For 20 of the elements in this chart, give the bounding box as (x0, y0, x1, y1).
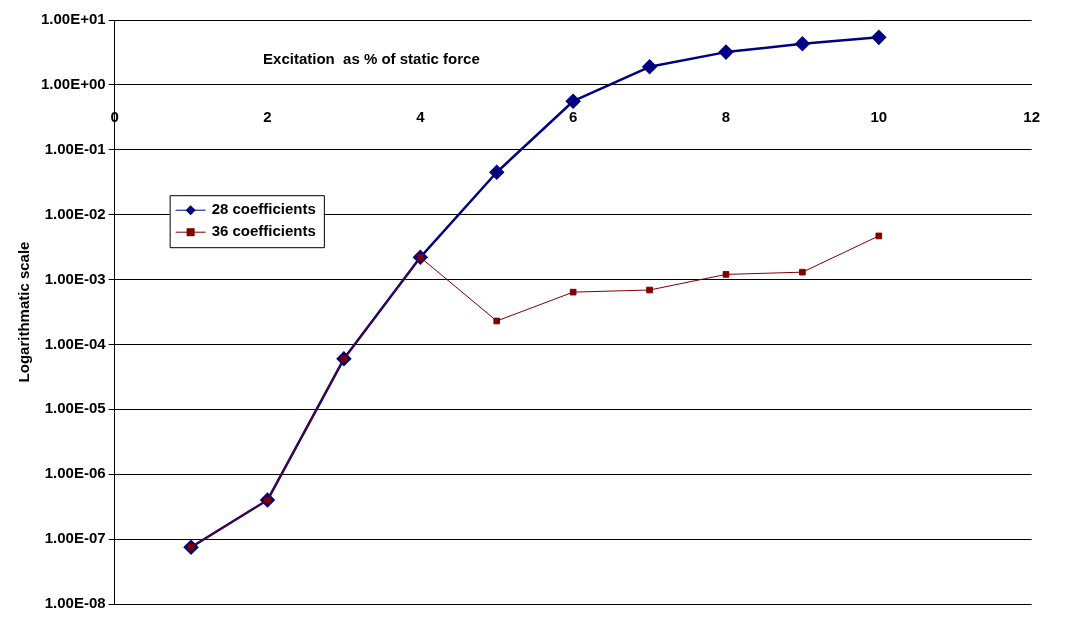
y-tick-label: 1.00E-07 (44, 529, 106, 547)
y-tick-label: 1.00E-02 (44, 204, 106, 222)
y-tick-label: 1.00E-03 (44, 269, 106, 287)
x-tick-label: 10 (870, 108, 888, 126)
y-tick-label: 1.00E+00 (40, 75, 106, 93)
x-tick-label: 6 (568, 108, 578, 126)
y-tick-label: 1.00E+01 (40, 10, 106, 28)
x-tick-label: 2 (263, 108, 272, 126)
x-tick-label: 8 (721, 108, 731, 126)
legend-label: 36 coefficients (211, 222, 316, 240)
y-tick-label: 1.00E-01 (44, 139, 106, 157)
y-tick-label: 1.00E-04 (44, 334, 107, 352)
y-tick-label: 1.00E-08 (44, 594, 106, 612)
x-tick-label: 12 (1023, 108, 1040, 126)
y-tick-label: 1.00E-06 (44, 464, 106, 482)
y-axis-title: Logarithmatic scale (15, 241, 33, 383)
x-tick-label: 4 (416, 108, 426, 126)
legend-label: 28 coefficients (211, 200, 316, 218)
y-tick-label: 1.00E-05 (44, 399, 106, 417)
text: Excitation as % of static force (263, 50, 480, 68)
